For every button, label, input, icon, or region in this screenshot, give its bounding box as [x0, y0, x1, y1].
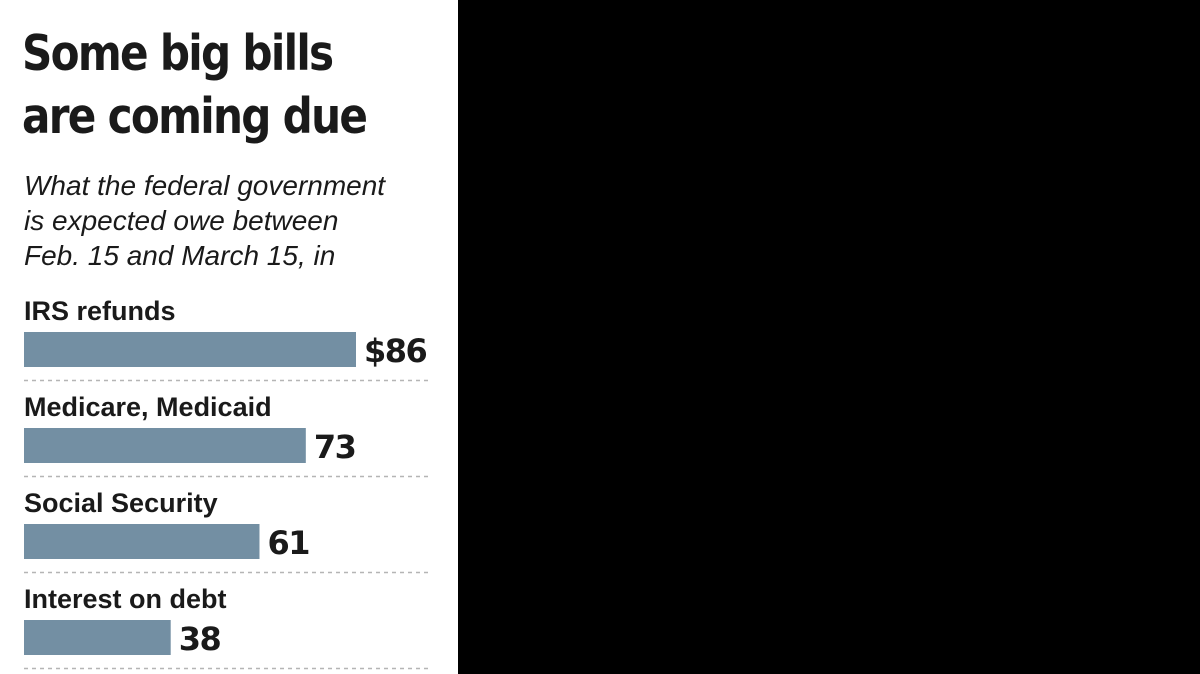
chart-subtitle-line-1: What the federal government — [24, 170, 386, 201]
bar — [24, 620, 171, 655]
category-label: Interest on debt — [24, 584, 227, 614]
infographic-panel: Some big bills are coming due What the f… — [0, 0, 458, 674]
chart-title: Some big bills are coming due — [22, 22, 392, 148]
category-label: Medicare, Medicaid — [24, 392, 272, 422]
value-label: 61 — [267, 524, 309, 562]
bar — [24, 524, 260, 559]
bar — [24, 428, 306, 463]
value-label: 38 — [179, 620, 221, 658]
value-label: 73 — [314, 428, 356, 466]
bar — [24, 332, 356, 367]
chart-subtitle-line-3: Feb. 15 and March 15, in — [24, 240, 336, 271]
chart-title-line-1: Some big bills — [22, 25, 334, 82]
category-label: IRS refunds — [24, 296, 176, 326]
chart-title-line-2: are coming due — [22, 88, 368, 145]
chart-subtitle: What the federal government is expected … — [24, 168, 444, 273]
bar-chart: IRS refunds $86 Medicare, Medicaid 73 Social… — [24, 296, 432, 670]
category-label: Social Security — [24, 488, 218, 518]
value-label: $86 — [364, 332, 427, 370]
chart-subtitle-line-2: is expected owe between — [24, 205, 339, 236]
